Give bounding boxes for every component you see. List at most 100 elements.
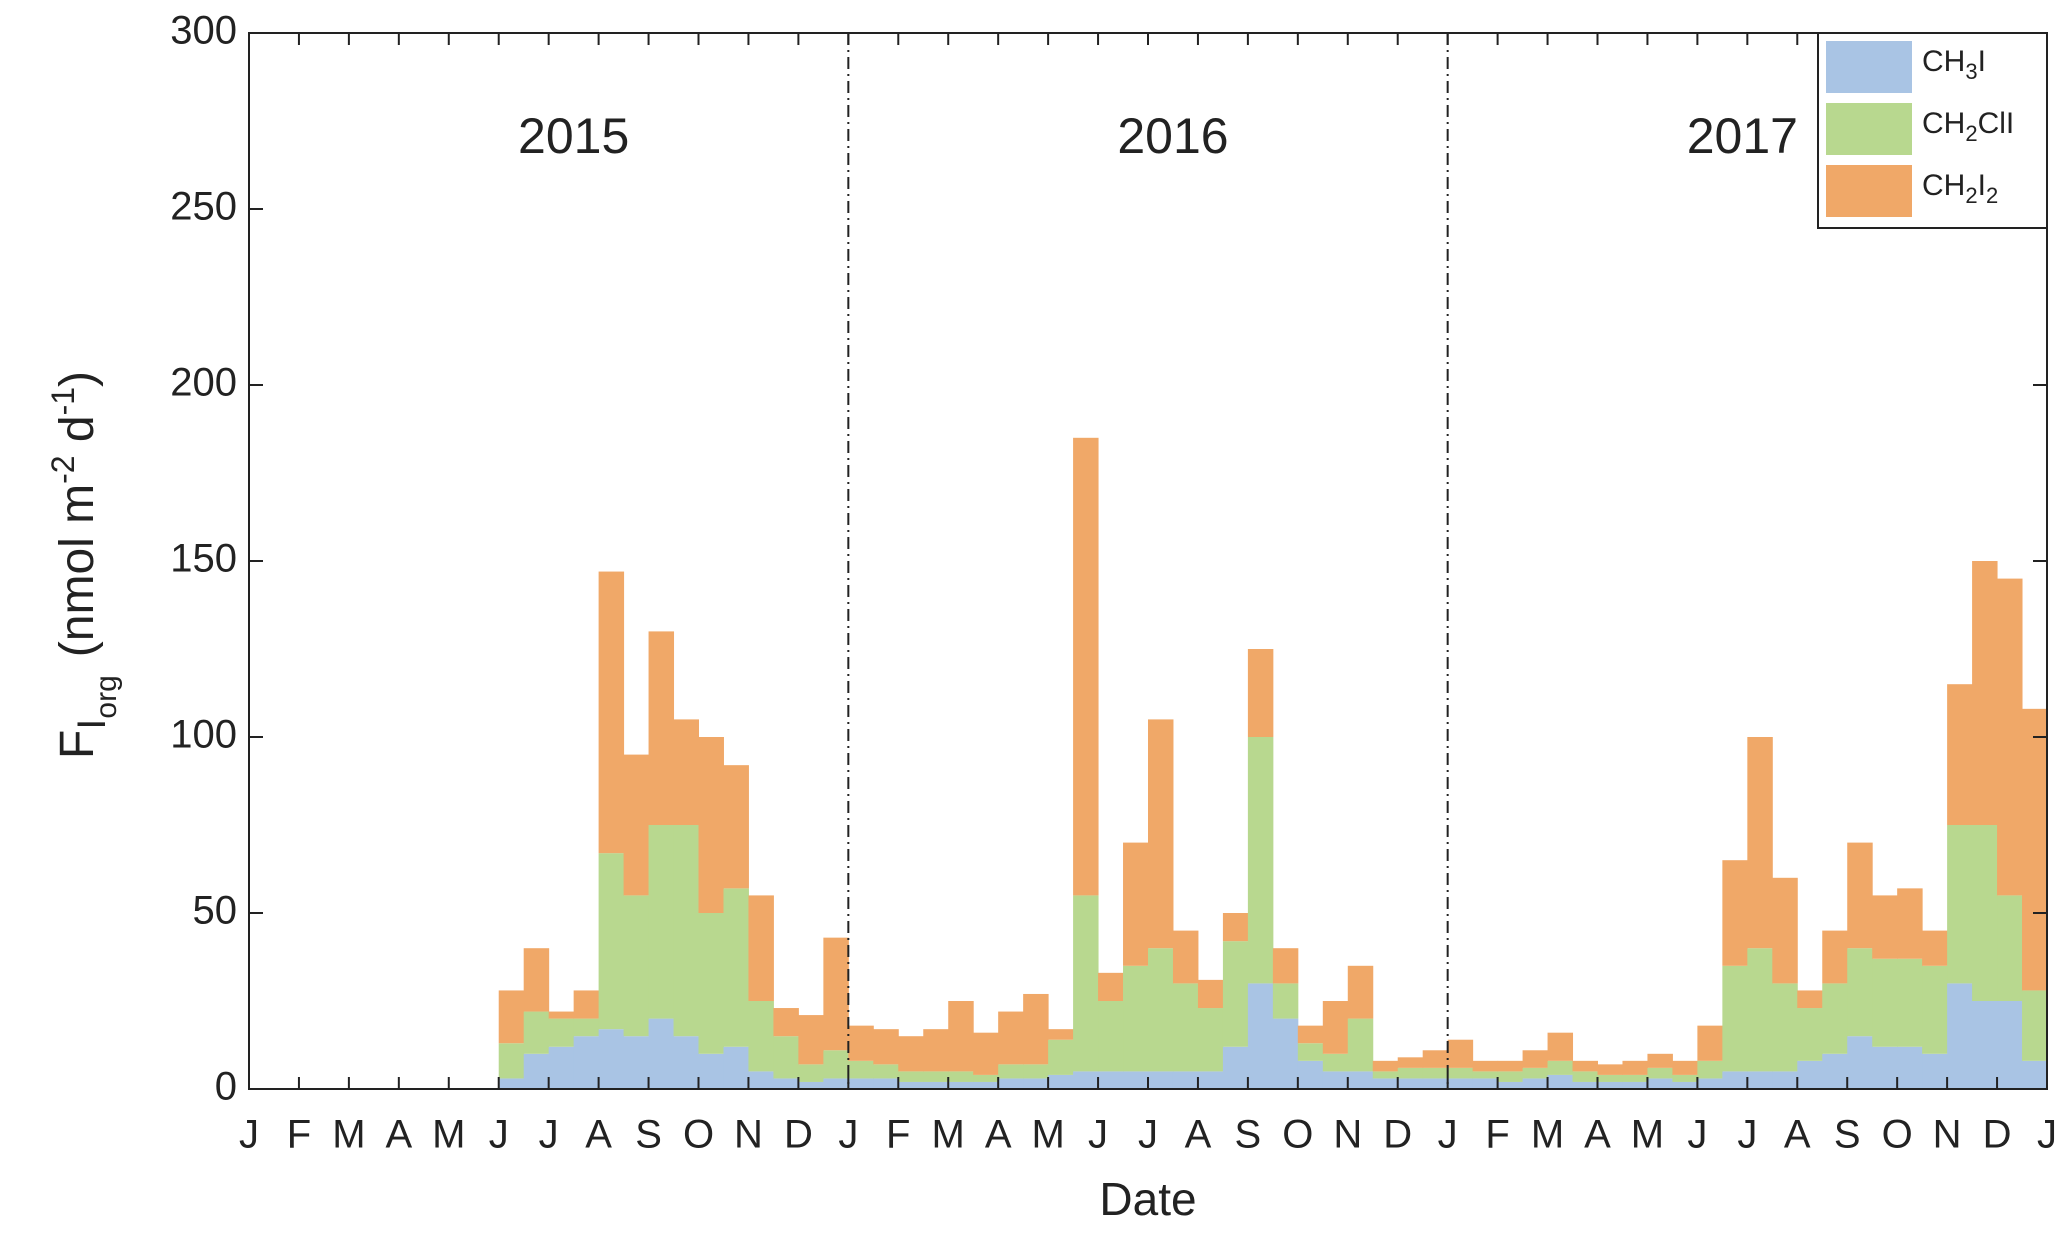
bar-segment — [1197, 979, 1224, 1009]
bar-segment — [1647, 1078, 1673, 1089]
x-tick-label: A — [1584, 1113, 1611, 1157]
bar-segment — [648, 1018, 675, 1089]
bar-segment — [623, 895, 650, 1037]
x-tick-label: M — [932, 1113, 965, 1157]
x-tick-label: D — [784, 1113, 813, 1157]
bar-segment — [1247, 737, 1274, 984]
bar-segment — [1847, 1036, 1873, 1089]
legend-label-part: CH — [1922, 107, 1965, 140]
bar-segment — [1597, 1074, 1623, 1082]
bar-segment — [623, 754, 650, 896]
bar-segment — [973, 1074, 999, 1082]
x-tick-label: S — [1235, 1113, 1262, 1157]
y-tick-label: 300 — [170, 9, 237, 53]
bar-segment — [623, 1036, 650, 1089]
bar-segment — [1222, 1046, 1249, 1089]
x-tick-label: A — [1784, 1113, 1811, 1157]
bar-segment — [748, 1001, 774, 1072]
bar-segment — [798, 1015, 824, 1065]
x-tick-label: O — [1882, 1113, 1913, 1157]
bar-segment — [1472, 1060, 1499, 1072]
bar-segment — [1922, 1053, 1948, 1089]
bar-segment — [1148, 719, 1174, 949]
bar-segment — [1597, 1064, 1623, 1075]
bar-segment — [998, 1064, 1024, 1079]
bar-segment — [1322, 1071, 1349, 1089]
bar-segment — [1722, 965, 1748, 1072]
bar-segment — [1597, 1081, 1623, 1089]
bar-segment — [1272, 983, 1299, 1019]
x-tick-label: A — [1185, 1113, 1212, 1157]
y-axis-label-part: -2 — [45, 455, 81, 483]
bar-segment — [1872, 958, 1898, 1047]
bar-segment — [698, 737, 724, 913]
bar-segment — [1422, 1050, 1449, 1068]
legend-label-part: 2 — [1986, 183, 1998, 208]
bar-segment — [1797, 1060, 1823, 1089]
bar-segment — [948, 1001, 974, 1072]
bar-segment — [873, 1029, 899, 1065]
bar-segment — [498, 1043, 525, 1079]
bar-segment — [1922, 965, 1948, 1054]
bar-segment — [1697, 1060, 1723, 1079]
bar-segment — [1048, 1074, 1074, 1089]
bar-segment — [1672, 1074, 1698, 1082]
bar-segment — [598, 853, 625, 1030]
x-tick-label: J — [1737, 1113, 1757, 1157]
bar-segment — [1847, 842, 1873, 949]
bar-segment — [1322, 1053, 1349, 1072]
bar-segment — [873, 1078, 899, 1089]
bar-segment — [1023, 1078, 1049, 1089]
bar-segment — [1372, 1071, 1399, 1079]
bar-segment — [1297, 1025, 1324, 1044]
bar-segment — [1722, 860, 1748, 966]
bar-segment — [1547, 1060, 1574, 1075]
legend-label-part: 3 — [1965, 59, 1977, 84]
bar-segment — [798, 1064, 824, 1082]
bar-segment — [1697, 1025, 1723, 1061]
bar-segment — [1222, 941, 1249, 1047]
bar-segment — [1098, 1001, 1124, 1072]
bar-segment — [948, 1071, 974, 1082]
bar-segment — [898, 1036, 924, 1072]
legend-label-part: 2 — [1965, 183, 1977, 208]
bar-segment — [1397, 1067, 1424, 1079]
bar-segment — [1572, 1060, 1598, 1072]
x-tick-label: J — [239, 1113, 259, 1157]
bar-segment — [648, 825, 675, 1019]
y-axis-label-part: d — [51, 415, 104, 455]
bar-segment — [1222, 913, 1249, 942]
bar-segment — [1447, 1067, 1474, 1079]
bar-segment — [848, 1025, 874, 1061]
x-tick-label: A — [385, 1113, 412, 1157]
bar-segment — [1822, 1053, 1848, 1089]
bar-segment — [498, 1078, 525, 1089]
bar-segment — [523, 948, 550, 1012]
bar-segment — [548, 1011, 575, 1019]
x-tick-label: A — [585, 1113, 612, 1157]
bar-segment — [973, 1081, 999, 1089]
bar-segment — [1522, 1078, 1549, 1089]
bar-segment — [1997, 1001, 2023, 1089]
bar-segment — [1897, 888, 1923, 959]
x-tick-label: J — [1687, 1113, 1707, 1157]
bar-segment — [2022, 1060, 2048, 1089]
legend-label: CH2ClI — [1922, 107, 2014, 146]
legend-swatch — [1826, 165, 1912, 217]
bar-segment — [1197, 1071, 1224, 1089]
legend-label-part: 2 — [1965, 121, 1977, 146]
bar-segment — [673, 719, 699, 825]
bar-segment — [1447, 1078, 1474, 1089]
bar-segment — [1297, 1043, 1324, 1061]
bar-segment — [1747, 737, 1773, 949]
x-tick-label: N — [734, 1113, 763, 1157]
x-tick-label: J — [2037, 1113, 2057, 1157]
bar-segment — [773, 1008, 799, 1037]
bar-segment — [1847, 948, 1873, 1037]
bar-segment — [2022, 990, 2048, 1061]
legend-label-part: ClI — [1978, 107, 2015, 140]
y-axis-label-part: -1 — [45, 387, 81, 415]
x-tick-label: M — [1631, 1113, 1664, 1157]
bar-segment — [698, 1053, 724, 1089]
bar-segment — [798, 1081, 824, 1089]
